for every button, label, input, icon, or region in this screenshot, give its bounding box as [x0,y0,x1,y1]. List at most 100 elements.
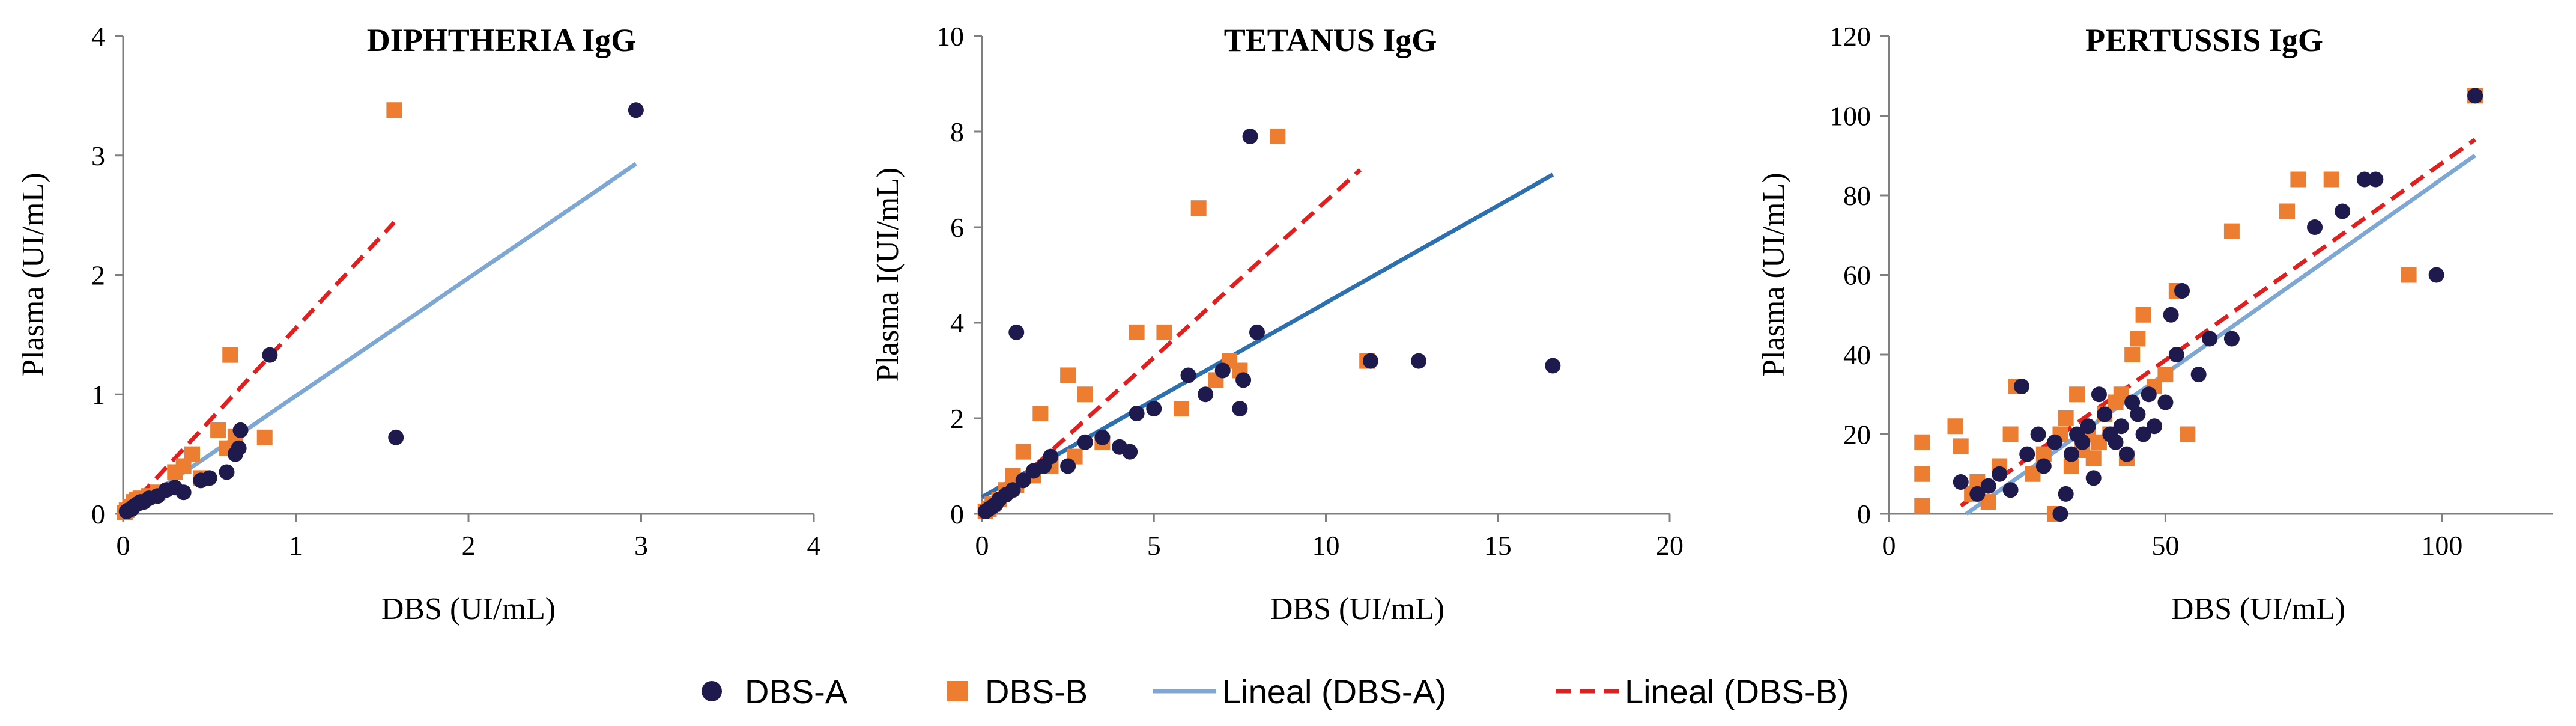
tetanus-point-dbs-b [1032,406,1049,422]
legend-lineal-b-label: Lineal (DBS-B) [1625,673,1849,710]
diphtheria-point-dbs-a [232,422,249,438]
tetanus-trendline-dbs-a [981,172,1554,499]
diphtheria-point-dbs-a [201,470,217,486]
pertussis-point-dbs-a [1953,474,1969,490]
pertussis-y-tick-label: 0 [1857,499,1871,529]
pertussis-point-dbs-b [2085,450,2102,466]
diphtheria-point-dbs-a [388,429,404,445]
pertussis-y-tick-label: 60 [1843,260,1871,291]
tetanus-point-dbs-a [1015,472,1031,489]
tetanus-point-dbs-a [1122,444,1138,460]
pertussis-point-dbs-b [1914,434,1930,450]
tetanus-point-dbs-a [1235,372,1252,388]
tetanus-point-dbs-a [1077,434,1093,450]
pertussis-point-dbs-a [2118,446,2135,462]
diphtheria-y-tick-label: 2 [91,260,105,291]
pertussis-point-dbs-a [2052,506,2068,522]
tetanus-point-dbs-a [1411,353,1427,369]
tetanus-point-dbs-a [1043,448,1059,465]
tetanus-x-tick-label: 20 [1656,530,1683,561]
diphtheria-y-tick-label: 4 [91,21,105,52]
pertussis-point-dbs-a [2113,418,2129,435]
diphtheria-point-dbs-a [628,102,644,118]
pertussis-point-dbs-a [2307,219,2323,235]
pertussis-point-dbs-a [2019,446,2035,462]
pertussis-y-tick-label: 40 [1843,340,1871,370]
pertussis-point-dbs-a [2202,331,2218,347]
diphtheria-point-dbs-b [386,102,402,118]
pertussis-y-tick-label: 20 [1843,419,1871,450]
tetanus-y-tick-label: 6 [950,212,964,243]
pertussis-point-dbs-a [2058,486,2074,502]
pertussis-point-dbs-a [2223,331,2240,347]
pertussis-x-axis-label: DBS (UI/mL) [2171,592,2345,626]
diphtheria-point-dbs-a [262,347,278,363]
chart-diphtheria: 0 1 2 3 4 0 1 2 3 4 DIPHTHERIA IgG DBS (UI/mL) Pl… [16,21,821,626]
pertussis-point-dbs-a [2135,426,2151,442]
pertussis-point-dbs-b [2157,367,2174,383]
pertussis-point-dbs-b [1914,498,1930,514]
pertussis-x-tick-label: 0 [1882,530,1896,561]
diphtheria-y-axis-label: Plasma (UI/mL) [16,172,50,376]
tetanus-point-dbs-b [1060,367,1076,383]
pertussis-trendline-dbs-b [1959,138,2477,508]
pertussis-point-dbs-a [2356,171,2372,188]
diphtheria-point-dbs-b [184,446,200,462]
pertussis-point-dbs-a [2163,307,2179,323]
pertussis-point-dbs-b [2290,171,2306,188]
tetanus-point-dbs-a [1198,386,1214,403]
pertussis-point-dbs-b [2180,426,2196,442]
diphtheria-marks: 0 1 2 3 4 0 1 2 3 4 [91,21,821,561]
tetanus-y-axis-label: Plasma I(UI/mL) [871,168,905,382]
tetanus-point-dbs-b [1190,200,1207,216]
pertussis-point-dbs-b [2401,267,2417,283]
diphtheria-point-dbs-a [175,484,192,501]
legend-dbs-b-label: DBS-B [985,673,1088,710]
diphtheria-point-dbs-b [256,429,273,445]
diphtheria-trendline-dbs-b [121,221,396,516]
pertussis-point-dbs-b [1914,466,1930,482]
tetanus-y-tick-label: 0 [950,499,964,529]
legend-dbs-a-marker [702,681,722,701]
tetanus-marks: 0 5 10 15 20 0 2 4 6 8 10 [936,21,1683,561]
diphtheria-x-tick-label: 0 [117,530,130,561]
diphtheria-trendline-dbs-a [122,162,637,516]
pertussis-point-dbs-a [2124,394,2141,410]
diphtheria-x-tick-label: 1 [289,530,303,561]
tetanus-point-dbs-b [1129,324,1145,340]
diphtheria-x-tick-label: 4 [807,530,821,561]
tetanus-point-dbs-a [1232,401,1248,417]
tetanus-point-dbs-a [1242,128,1258,144]
pertussis-point-dbs-a [1969,486,1986,502]
pertussis-y-tick-label: 120 [1829,21,1871,52]
pertussis-point-dbs-a [2428,267,2444,283]
diphtheria-point-dbs-b [210,422,226,438]
pertussis-point-dbs-b [2002,426,2019,442]
pertussis-point-dbs-a [1980,478,1996,494]
pertussis-point-dbs-a [2147,418,2162,435]
tetanus-x-tick-label: 15 [1484,530,1512,561]
tetanus-point-dbs-a [1362,353,1378,369]
pertussis-title: PERTUSSIS IgG [2085,22,2323,58]
diphtheria-x-tick-label: 3 [634,530,648,561]
pertussis-point-dbs-a [1992,466,2008,482]
tetanus-x-tick-label: 5 [1147,530,1161,561]
tetanus-point-dbs-b [1174,401,1190,417]
pertussis-x-tick-label: 50 [2151,530,2179,561]
tetanus-x-axis-label: DBS (UI/mL) [1270,592,1444,626]
pertussis-marks: 0 50 100 0 20 40 60 80 100 120 [1829,21,2553,561]
pertussis-point-dbs-a [2157,394,2174,410]
tetanus-y-tick-label: 4 [950,308,964,338]
tetanus-point-dbs-a [1146,401,1162,417]
diphtheria-title: DIPHTHERIA IgG [367,22,637,58]
diphtheria-y-tick-label: 0 [91,499,105,529]
tetanus-y-tick-label: 8 [950,117,964,147]
pertussis-point-dbs-b [2135,307,2151,323]
tetanus-point-dbs-a [1005,482,1021,498]
tetanus-point-dbs-b [1270,128,1286,144]
diphtheria-y-tick-label: 1 [91,379,105,410]
diphtheria-point-dbs-a [219,464,235,480]
pertussis-point-dbs-a [2467,88,2484,104]
pertussis-point-dbs-a [2074,434,2091,450]
diphtheria-point-dbs-a [231,440,247,456]
